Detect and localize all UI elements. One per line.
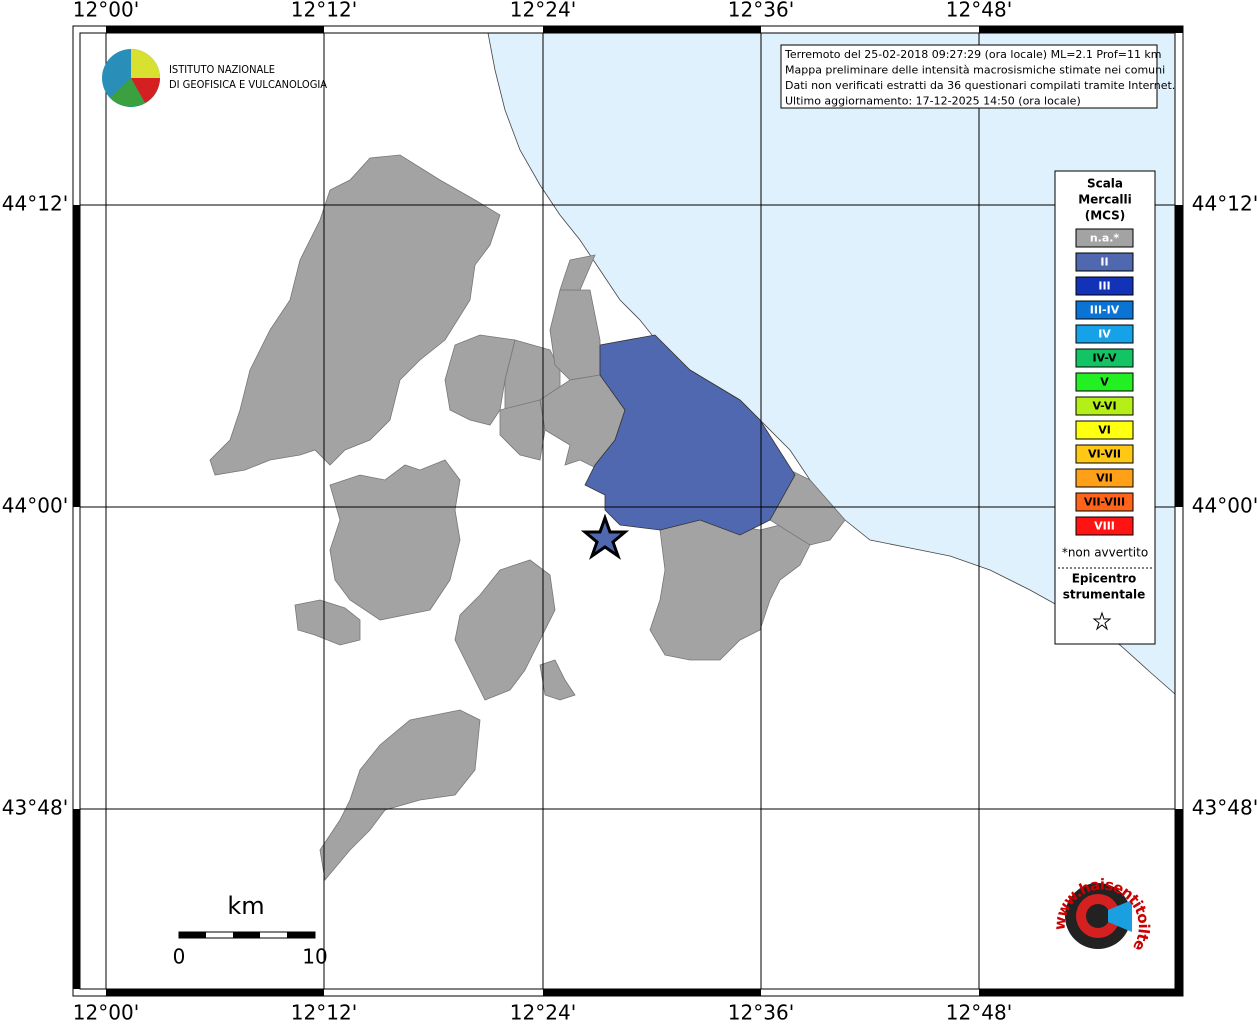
epicenter-star <box>580 513 630 560</box>
legend-label: VII-VIII <box>1084 496 1125 509</box>
legend-label: IV-V <box>1092 352 1117 365</box>
lon-label: 12°12' <box>291 1001 357 1025</box>
municipality <box>499 399 546 461</box>
legend-title: (MCS) <box>1085 209 1126 223</box>
legend-label: III-IV <box>1090 304 1120 317</box>
info-line: Ultimo aggiornamento: 17-12-2025 14:50 (… <box>785 95 1081 108</box>
legend-swatch <box>1075 348 1134 368</box>
lon-label: 12°36' <box>728 1001 794 1025</box>
ingv-logo-text: DI GEOFISICA E VULCANOLOGIA <box>169 78 327 91</box>
legend-epicenter: Epicentro <box>1072 572 1137 586</box>
frame-bar <box>106 26 324 33</box>
intensity-area <box>584 334 796 536</box>
municipality <box>444 334 516 426</box>
info-line: Mappa preliminare delle intensità macros… <box>785 64 1165 77</box>
frame-bar <box>73 809 80 989</box>
frame-bar <box>979 989 1183 996</box>
legend-label: VII <box>1096 472 1113 485</box>
scale-bar-seg <box>233 932 260 938</box>
municipality <box>454 559 556 701</box>
ingv-logo-part <box>131 49 160 78</box>
legend: ScalaMercalli(MCS)n.a.*IIIIIIII-IVIVIV-V… <box>1062 177 1148 602</box>
legend-note: *non avvertito <box>1062 546 1148 560</box>
frame-bar <box>73 205 80 507</box>
ingv-logo-text: ISTITUTO NAZIONALE <box>169 63 275 76</box>
ingv-logo-part <box>131 78 160 103</box>
legend-swatch <box>1075 228 1134 248</box>
lat-label: 43°48' <box>2 796 68 820</box>
graticule <box>80 33 1175 989</box>
frame-bar <box>543 989 761 996</box>
lat-label: 43°48' <box>1192 796 1257 820</box>
site-logo-speaker <box>1108 900 1132 932</box>
legend-label: V-VI <box>1092 400 1116 413</box>
legend-title: Mercalli <box>1078 193 1132 207</box>
legend-label: VI-VII <box>1088 448 1121 461</box>
info-line: Dati non verificati estratti da 36 quest… <box>785 79 1175 92</box>
legend-swatch <box>1075 300 1134 320</box>
legend-label: n.a.* <box>1090 232 1120 245</box>
municipality <box>329 459 461 621</box>
municipality <box>559 254 596 291</box>
municipality <box>549 289 601 381</box>
legend-label: VI <box>1098 424 1111 437</box>
legend-label: IV <box>1098 328 1111 341</box>
lat-label: 44°12' <box>2 192 68 216</box>
legend-swatch <box>1075 396 1134 416</box>
municipality <box>294 599 361 646</box>
lon-label: 12°00' <box>73 0 139 22</box>
municipality <box>539 659 576 701</box>
legend-label: VIII <box>1094 520 1115 533</box>
lon-label: 12°48' <box>946 1001 1012 1025</box>
legend-swatch <box>1075 324 1134 344</box>
legend-swatch <box>1075 444 1134 464</box>
info-lines: Terremoto del 25-02-2018 09:27:29 (ora l… <box>784 48 1175 108</box>
frame-bar <box>1175 205 1183 507</box>
lon-label: 12°24' <box>510 1001 576 1025</box>
info-box <box>780 44 1158 109</box>
municipality <box>209 154 501 476</box>
scale-bar-seg <box>287 932 315 938</box>
legend-swatch <box>1075 276 1134 296</box>
legend-swatch <box>1075 252 1134 272</box>
ingv-logo-part <box>110 78 145 107</box>
legend-swatch <box>1075 420 1134 440</box>
info-line: Terremoto del 25-02-2018 09:27:29 (ora l… <box>784 48 1162 61</box>
legend-swatch <box>1075 492 1134 512</box>
frame-bar <box>543 26 761 33</box>
municipality <box>319 709 481 881</box>
scale-end: 10 <box>302 945 327 969</box>
lat-label: 44°00' <box>2 494 68 518</box>
municipalities <box>209 154 846 881</box>
lon-label: 12°48' <box>946 0 1012 22</box>
frame-bar <box>106 989 324 996</box>
legend-label: II <box>1100 256 1108 269</box>
legend-swatch <box>1075 468 1134 488</box>
frame-bar <box>979 26 1183 33</box>
legend-label: III <box>1098 280 1110 293</box>
lon-label: 12°24' <box>510 0 576 22</box>
legend-label: V <box>1100 376 1109 389</box>
lat-label: 44°00' <box>1192 494 1257 518</box>
legend-star <box>1092 611 1112 631</box>
lat-label: 44°12' <box>1192 192 1257 216</box>
frame-bar <box>1175 809 1183 989</box>
lon-label: 12°36' <box>728 0 794 22</box>
legend-swatch <box>1075 372 1134 392</box>
legend-swatch <box>1075 516 1134 536</box>
legend-epicenter: strumentale <box>1063 588 1146 602</box>
lon-label: 12°00' <box>73 1001 139 1025</box>
lon-label: 12°12' <box>291 0 357 22</box>
frame-bars <box>73 26 1183 996</box>
scale-unit: km <box>227 892 264 920</box>
site-logo-center <box>1086 904 1110 928</box>
scale-bar-seg <box>179 932 206 938</box>
scale-start: 0 <box>173 945 186 969</box>
legend-title: Scala <box>1087 177 1123 191</box>
